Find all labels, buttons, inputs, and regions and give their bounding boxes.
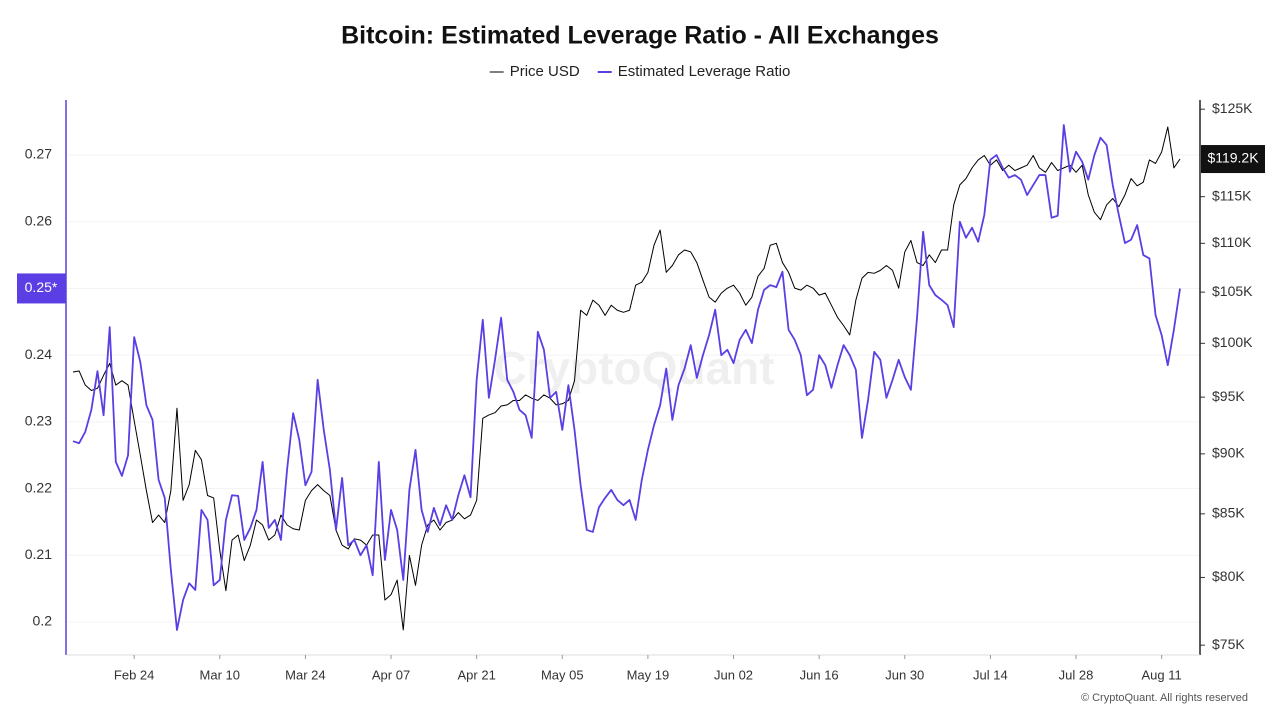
current-value-label: $119.2K bbox=[1207, 150, 1259, 166]
x-tick-label: Aug 11 bbox=[1142, 667, 1182, 682]
series-line bbox=[72, 126, 1181, 631]
x-tick-label: Mar 24 bbox=[285, 667, 325, 682]
y-tick-label: 0.26 bbox=[25, 212, 52, 228]
legend-label: Estimated Leverage Ratio bbox=[618, 63, 791, 80]
y2-tick-label: $115K bbox=[1212, 187, 1252, 203]
y2-tick-label: $100K bbox=[1212, 334, 1253, 350]
x-tick-label: Jun 02 bbox=[714, 667, 753, 682]
y-tick-label: 0.2 bbox=[33, 613, 53, 629]
x-tick-label: Apr 21 bbox=[458, 667, 496, 682]
legend-item: Estimated Leverage Ratio bbox=[597, 63, 791, 80]
y2-tick-label: $80K bbox=[1212, 568, 1245, 584]
x-tick-label: Apr 07 bbox=[372, 667, 410, 682]
chart-title: Bitcoin: Estimated Leverage Ratio - All … bbox=[341, 22, 939, 50]
y-tick-label: 0.27 bbox=[25, 146, 52, 162]
y2-tick-label: $95K bbox=[1212, 388, 1245, 404]
x-tick-label: Feb 24 bbox=[114, 667, 154, 682]
y2-tick-label: $90K bbox=[1212, 445, 1245, 461]
legend-label: Price USD bbox=[510, 63, 580, 80]
y-tick-label: 0.24 bbox=[25, 346, 52, 362]
y2-tick-label: $105K bbox=[1212, 283, 1253, 299]
x-tick-label: Jun 16 bbox=[800, 667, 839, 682]
x-tick-label: May 19 bbox=[627, 667, 670, 682]
y2-tick-label: $110K bbox=[1212, 234, 1252, 250]
x-tick-label: May 05 bbox=[541, 667, 584, 682]
current-value-label: 0.25* bbox=[25, 279, 58, 295]
y2-tick-label: $125K bbox=[1212, 100, 1253, 116]
y2-tick-label: $85K bbox=[1212, 505, 1245, 521]
y-tick-label: 0.22 bbox=[25, 479, 52, 495]
y-tick-label: 0.23 bbox=[25, 413, 52, 429]
x-tick-label: Jun 30 bbox=[885, 667, 924, 682]
legend: Price USD Estimated Leverage Ratio bbox=[489, 63, 791, 80]
current-value-badge bbox=[1201, 145, 1265, 174]
series-line bbox=[72, 124, 1181, 631]
legend-item: Price USD bbox=[489, 63, 580, 80]
x-tick-label: Jul 14 bbox=[973, 667, 1008, 682]
credit: © CryptoQuant. All rights reserved bbox=[1081, 692, 1248, 704]
y-tick-label: 0.21 bbox=[25, 546, 52, 562]
current-value-badge bbox=[17, 273, 66, 304]
x-tick-label: Jul 28 bbox=[1059, 667, 1094, 682]
y2-tick-label: $75K bbox=[1212, 636, 1245, 652]
x-tick-label: Mar 10 bbox=[200, 667, 240, 682]
